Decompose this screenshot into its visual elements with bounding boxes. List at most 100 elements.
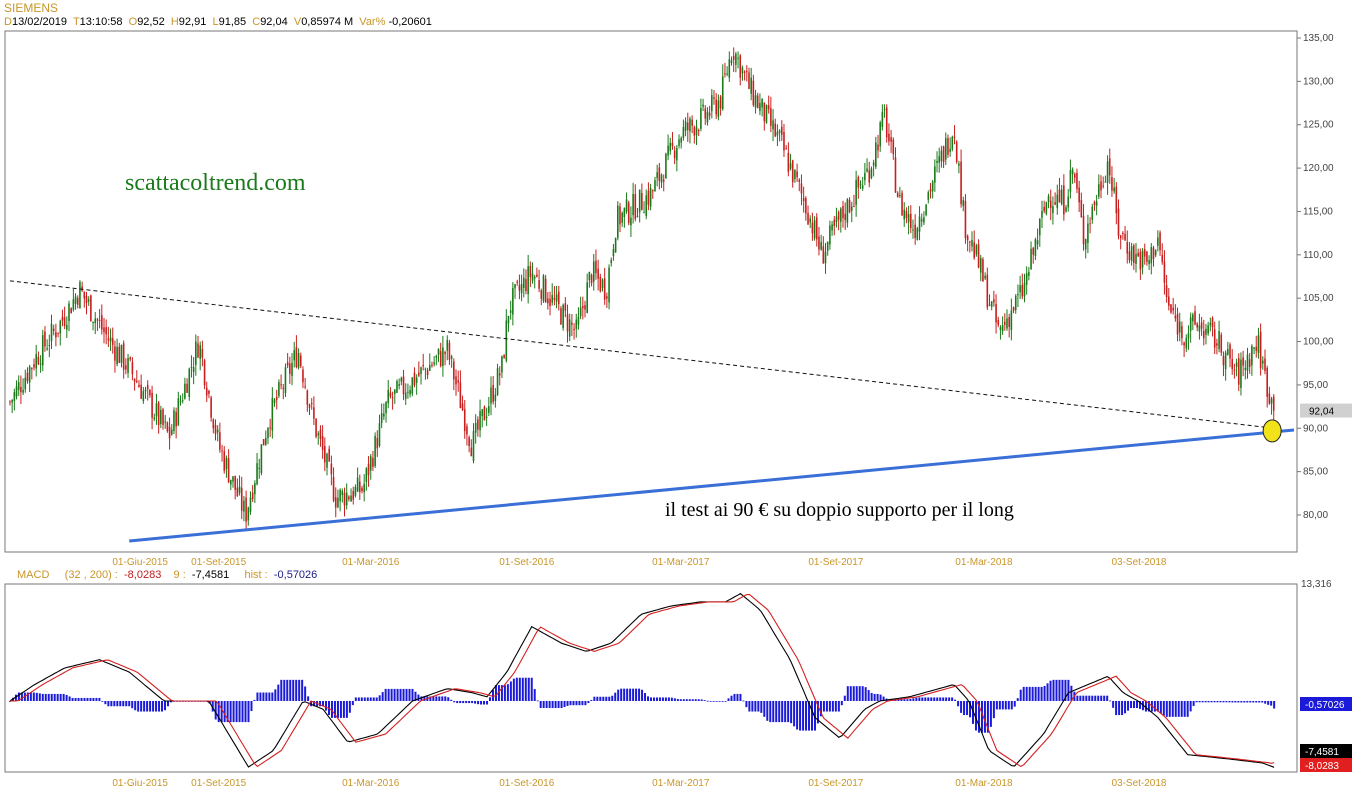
histogram-bar <box>736 693 739 701</box>
candle-body <box>1102 185 1104 187</box>
candle-body <box>735 53 737 65</box>
histogram-bar <box>375 697 378 701</box>
candle-body <box>1198 325 1201 332</box>
histogram-bar <box>709 700 712 702</box>
histogram-bar <box>590 699 593 701</box>
candle-body <box>990 301 993 307</box>
candle-body <box>55 332 57 338</box>
histogram-bar <box>897 699 900 701</box>
candle-body <box>118 346 121 363</box>
candle-body <box>800 183 803 194</box>
candle-body <box>260 444 263 474</box>
candle-body <box>101 315 103 330</box>
candle-body <box>536 274 538 277</box>
candlestick-series <box>9 47 1275 529</box>
histogram-bar <box>1222 700 1225 703</box>
candle-body <box>518 285 521 291</box>
histogram-bar <box>966 700 969 716</box>
histogram-bar <box>378 695 381 701</box>
candle-body <box>367 463 370 476</box>
histogram-bar <box>1127 700 1130 711</box>
histogram-bar <box>751 700 754 712</box>
candle-body <box>1237 358 1240 385</box>
candle-body <box>192 367 195 373</box>
candle-body <box>1259 331 1262 369</box>
macd-histogram <box>8 677 1276 733</box>
candle-body <box>986 274 989 308</box>
histogram-bar <box>486 700 489 705</box>
candle-body <box>426 370 429 376</box>
candle-body <box>903 209 906 220</box>
candle-body <box>157 402 160 426</box>
histogram-bar <box>113 700 116 707</box>
histogram-bar <box>593 696 596 701</box>
histogram-bar <box>423 696 426 701</box>
candle-body <box>641 192 643 210</box>
candle-body <box>645 195 648 216</box>
candle-body <box>372 457 374 467</box>
histogram-bar <box>491 689 494 701</box>
candle-body <box>448 342 451 360</box>
histogram-bar <box>796 700 799 730</box>
histogram-bar <box>945 697 948 701</box>
x-tick-label: 01-Mar-2016 <box>342 557 400 568</box>
candle-body <box>1073 174 1076 178</box>
histogram-bar <box>336 700 339 718</box>
candle-body <box>509 310 512 313</box>
candle-body <box>1069 170 1072 192</box>
histogram-bar <box>808 700 811 731</box>
histogram-bar <box>1124 700 1127 714</box>
histogram-bar <box>772 700 775 723</box>
close-key: C <box>252 16 261 28</box>
histogram-bar <box>14 694 17 701</box>
candle-body <box>98 319 101 321</box>
candle-body <box>1004 321 1006 325</box>
candle-body <box>398 384 400 386</box>
candle-body <box>120 344 123 363</box>
histogram-bar <box>1118 700 1121 716</box>
candle-body <box>1262 360 1264 364</box>
candle-body <box>81 286 83 291</box>
last-price-label: 92,04 <box>1309 407 1334 418</box>
histogram-bar <box>787 700 790 723</box>
candle-body <box>76 298 79 305</box>
candle-body <box>969 241 971 243</box>
histogram-bar <box>310 700 313 707</box>
candle-body <box>66 324 68 330</box>
macd-axis-max-label: 13,316 <box>1301 579 1332 590</box>
histogram-bar <box>515 677 518 701</box>
candle-body <box>459 382 462 409</box>
x-tick-label: 01-Set-2017 <box>808 778 863 789</box>
candle-body <box>376 438 379 449</box>
candle-body <box>1034 239 1037 256</box>
histogram-bar <box>158 700 161 712</box>
candle-body <box>857 176 860 188</box>
candle-body <box>83 291 86 299</box>
histogram-bar <box>1079 695 1082 701</box>
candle-body <box>883 108 886 110</box>
candle-body <box>557 291 560 305</box>
candle-body <box>833 219 836 226</box>
histogram-bar <box>98 697 101 701</box>
histogram-bar <box>775 700 778 723</box>
candle-body <box>378 423 381 446</box>
candle-body <box>1154 250 1157 256</box>
histogram-bar <box>599 696 602 701</box>
candle-body <box>682 127 685 138</box>
macd-tag-bg <box>1300 744 1352 758</box>
candle-body <box>48 345 51 347</box>
candle-body <box>632 193 634 216</box>
macd-params: (32 , 200) : <box>64 569 118 581</box>
candle-body <box>269 427 271 429</box>
histogram-bar <box>578 700 581 706</box>
candle-body <box>850 206 853 211</box>
histogram-bar <box>652 697 655 701</box>
candle-body <box>1098 184 1100 197</box>
histogram-bar <box>295 679 298 701</box>
histogram-bar <box>1097 695 1100 701</box>
candle-body <box>1010 310 1013 330</box>
candle-body <box>787 152 790 172</box>
histogram-bar <box>1246 700 1249 703</box>
candle-body <box>149 390 151 396</box>
histogram-bar <box>262 692 265 701</box>
